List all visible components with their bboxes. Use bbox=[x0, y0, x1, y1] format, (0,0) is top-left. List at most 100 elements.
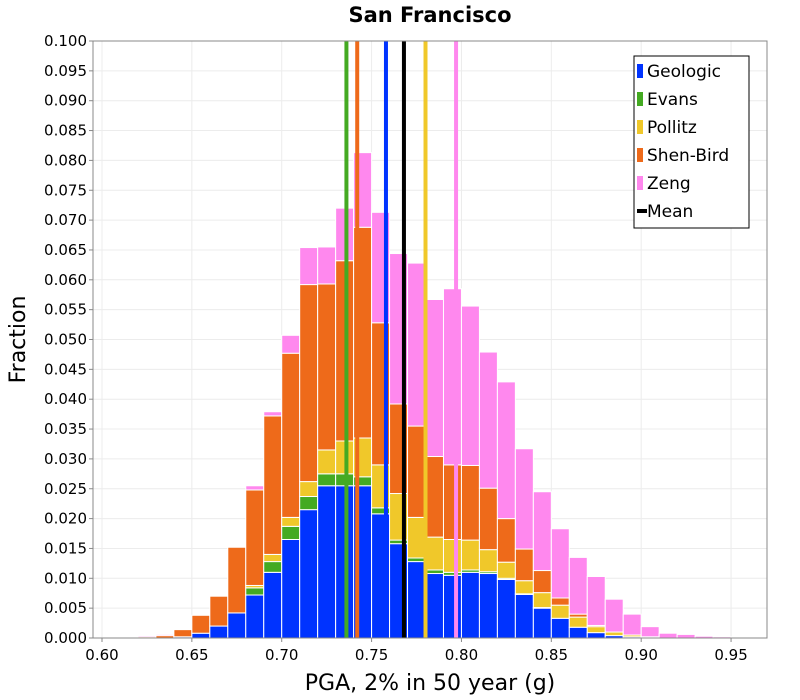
legend-swatch bbox=[637, 64, 643, 78]
bar-geologic bbox=[550, 617, 570, 639]
x-tick-label: 0.60 bbox=[85, 646, 118, 664]
bar-pollitz bbox=[532, 592, 552, 609]
bar-pollitz bbox=[604, 631, 624, 637]
legend-swatch bbox=[637, 148, 643, 162]
bar-zeng bbox=[586, 576, 606, 626]
bar-shen-bird bbox=[425, 456, 444, 538]
y-axis-label: Fraction bbox=[6, 296, 31, 384]
legend-label: Zeng bbox=[647, 174, 691, 194]
x-axis-label: PGA, 2% in 50 year (g) bbox=[305, 671, 556, 696]
bar-pollitz bbox=[317, 449, 337, 475]
bar-zeng bbox=[532, 491, 552, 572]
legend-swatch bbox=[637, 120, 643, 134]
bar-zeng bbox=[137, 635, 157, 638]
y-tick-label: 0.010 bbox=[44, 569, 87, 587]
bar-shen-bird bbox=[191, 614, 211, 634]
bar-evans bbox=[245, 587, 265, 596]
bar-zeng bbox=[514, 448, 534, 550]
bar-geologic bbox=[425, 573, 444, 639]
y-tick-label: 0.015 bbox=[44, 539, 87, 557]
bar-geologic bbox=[245, 594, 265, 639]
bar-zeng bbox=[640, 626, 660, 638]
y-tick-label: 0.020 bbox=[44, 510, 87, 528]
bar-shen-bird bbox=[245, 489, 265, 586]
bar-pollitz bbox=[460, 539, 480, 571]
legend-label: Mean bbox=[647, 202, 693, 222]
bar-pollitz bbox=[425, 536, 444, 571]
y-tick-label: 0.025 bbox=[44, 480, 87, 498]
ticks: 0.000 0.005 0.010 0.015 0.020 0.025 0.030 0.035… bbox=[44, 32, 748, 664]
y-tick-label: 0.040 bbox=[44, 390, 87, 408]
legend-label: Geologic bbox=[647, 62, 721, 82]
bar-zeng bbox=[245, 485, 265, 491]
bar-geologic bbox=[281, 538, 301, 639]
bar-evans bbox=[317, 473, 337, 487]
bar-geologic bbox=[191, 632, 211, 639]
bar-evans bbox=[299, 496, 319, 511]
bar-zeng bbox=[407, 262, 427, 427]
bar-shen-bird bbox=[227, 546, 247, 614]
bar-zeng bbox=[281, 334, 301, 354]
bar-geologic bbox=[317, 485, 337, 639]
legend: Geologic Evans Pollitz Shen-Bird Zeng Mean bbox=[633, 55, 750, 229]
bar-zeng bbox=[478, 351, 498, 489]
x-tick-label: 0.75 bbox=[355, 646, 388, 664]
y-tick-label: 0.055 bbox=[44, 301, 87, 319]
y-tick-label: 0.005 bbox=[44, 599, 87, 617]
y-tick-label: 0.100 bbox=[44, 32, 87, 50]
bar-pollitz bbox=[263, 553, 283, 563]
bar-geologic bbox=[568, 626, 588, 639]
bar-zeng bbox=[317, 246, 337, 285]
bar-geologic bbox=[299, 509, 319, 639]
y-tick-label: 0.075 bbox=[44, 181, 87, 199]
bar-shen-bird bbox=[407, 425, 427, 518]
y-tick-label: 0.070 bbox=[44, 211, 87, 229]
x-tick-label: 0.95 bbox=[714, 646, 747, 664]
bar-geologic bbox=[407, 561, 427, 639]
y-tick-label: 0.085 bbox=[44, 122, 87, 140]
bar-pollitz bbox=[586, 626, 606, 634]
bar-zeng bbox=[460, 305, 480, 466]
bar-zeng bbox=[676, 633, 696, 639]
bar-shen-bird bbox=[496, 518, 516, 563]
bar-pollitz bbox=[281, 516, 301, 527]
bar-pollitz bbox=[442, 538, 462, 573]
bar-shen-bird bbox=[550, 597, 570, 606]
bar-geologic bbox=[478, 573, 498, 639]
y-tick-label: 0.045 bbox=[44, 360, 87, 378]
bar-shen-bird bbox=[263, 415, 283, 555]
bar-geologic bbox=[514, 593, 534, 639]
bar-evans bbox=[281, 525, 301, 540]
y-tick-label: 0.080 bbox=[44, 151, 87, 169]
y-tick-label: 0.030 bbox=[44, 450, 87, 468]
bar-zeng bbox=[263, 411, 283, 417]
bar-geologic bbox=[209, 625, 229, 639]
bar-zeng bbox=[442, 288, 462, 466]
bar-zeng bbox=[550, 528, 570, 599]
bar-pollitz bbox=[496, 561, 516, 579]
bar-geologic bbox=[496, 578, 516, 639]
bar-geologic bbox=[263, 571, 283, 639]
mean-lines bbox=[344, 41, 459, 638]
y-tick-label: 0.050 bbox=[44, 331, 87, 349]
bar-evans bbox=[263, 561, 283, 573]
bar-shen-bird bbox=[299, 284, 319, 483]
bar-shen-bird bbox=[460, 464, 480, 541]
bar-shen-bird bbox=[173, 629, 193, 638]
legend-label: Shen-Bird bbox=[647, 146, 729, 166]
y-tick-label: 0.000 bbox=[44, 629, 87, 647]
bar-shen-bird bbox=[532, 570, 552, 594]
bar-evans bbox=[407, 557, 427, 563]
bar-pollitz bbox=[550, 604, 570, 619]
y-tick-label: 0.060 bbox=[44, 271, 87, 289]
bar-zeng bbox=[622, 613, 642, 636]
y-tick-label: 0.065 bbox=[44, 241, 87, 259]
bar-geologic bbox=[586, 632, 606, 639]
bar-shen-bird bbox=[442, 464, 462, 540]
bar-geologic bbox=[442, 574, 462, 639]
legend-label: Pollitz bbox=[647, 118, 697, 138]
bar-geologic bbox=[227, 612, 247, 639]
bar-zeng bbox=[658, 632, 678, 639]
bar-shen-bird bbox=[478, 487, 498, 551]
